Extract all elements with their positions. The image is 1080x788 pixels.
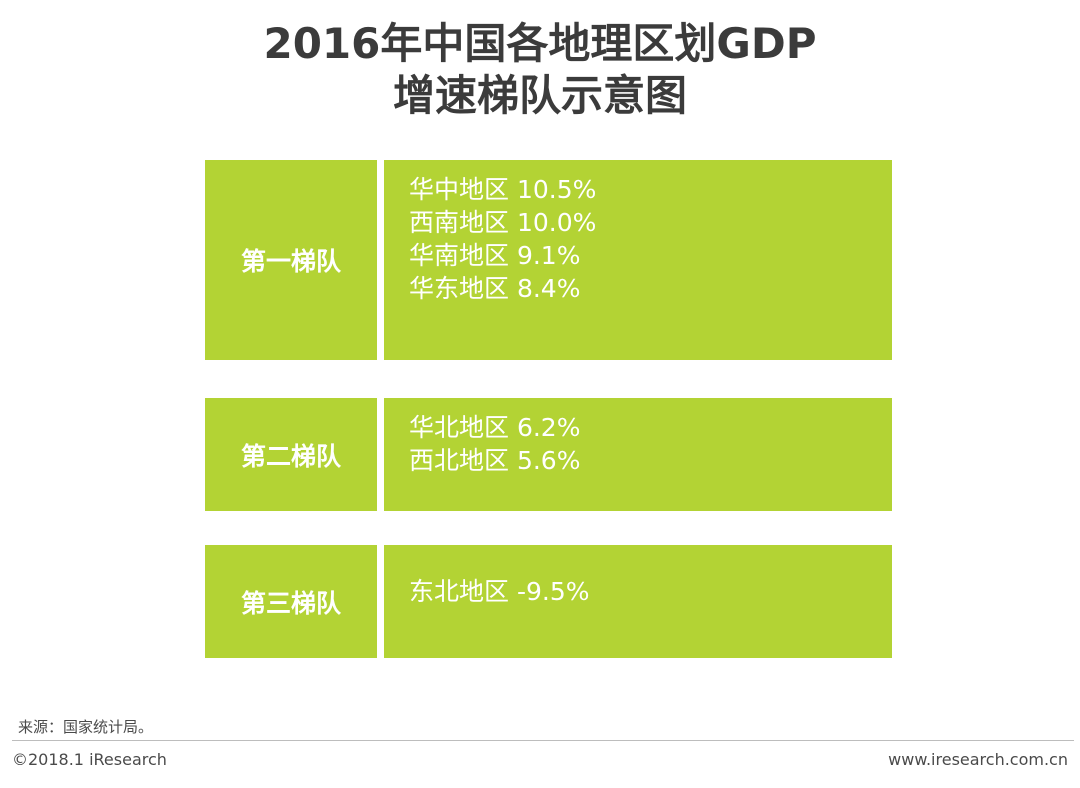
region-item: 东北地区 -9.5%	[409, 577, 590, 606]
region-item: 华中地区 10.5%	[409, 175, 597, 204]
tier-1-regions: 华中地区 10.5% 西南地区 10.0% 华南地区 9.1% 华东地区 8.4…	[384, 160, 892, 360]
region-item: 西南地区 10.0%	[409, 208, 597, 237]
title-line-1: 2016年中国各地理区划GDP	[263, 19, 817, 68]
tier-3: 第三梯队 东北地区 -9.5%	[205, 545, 892, 658]
footer-divider	[12, 740, 1074, 741]
tier-2-label: 第二梯队	[205, 398, 377, 511]
source-note: 来源：国家统计局。	[18, 718, 154, 736]
title-line-2: 增速梯队示意图	[392, 71, 687, 120]
region-item: 华南地区 9.1%	[409, 241, 581, 270]
tier-3-label: 第三梯队	[205, 545, 377, 658]
region-item: 华东地区 8.4%	[409, 274, 581, 303]
tier-2-regions: 华北地区 6.2% 西北地区 5.6%	[384, 398, 892, 511]
tier-1-label: 第一梯队	[205, 160, 377, 360]
website-url: www.iresearch.com.cn	[888, 750, 1068, 769]
copyright-text: ©2018.1 iResearch	[12, 750, 167, 769]
region-item: 西北地区 5.6%	[409, 446, 581, 475]
tier-2: 第二梯队 华北地区 6.2% 西北地区 5.6%	[205, 398, 892, 511]
tier-3-regions: 东北地区 -9.5%	[384, 545, 892, 658]
tier-1: 第一梯队 华中地区 10.5% 西南地区 10.0% 华南地区 9.1% 华东地…	[205, 160, 892, 360]
region-item: 华北地区 6.2%	[409, 413, 581, 442]
page-title: 2016年中国各地理区划GDP 增速梯队示意图	[0, 18, 1080, 122]
